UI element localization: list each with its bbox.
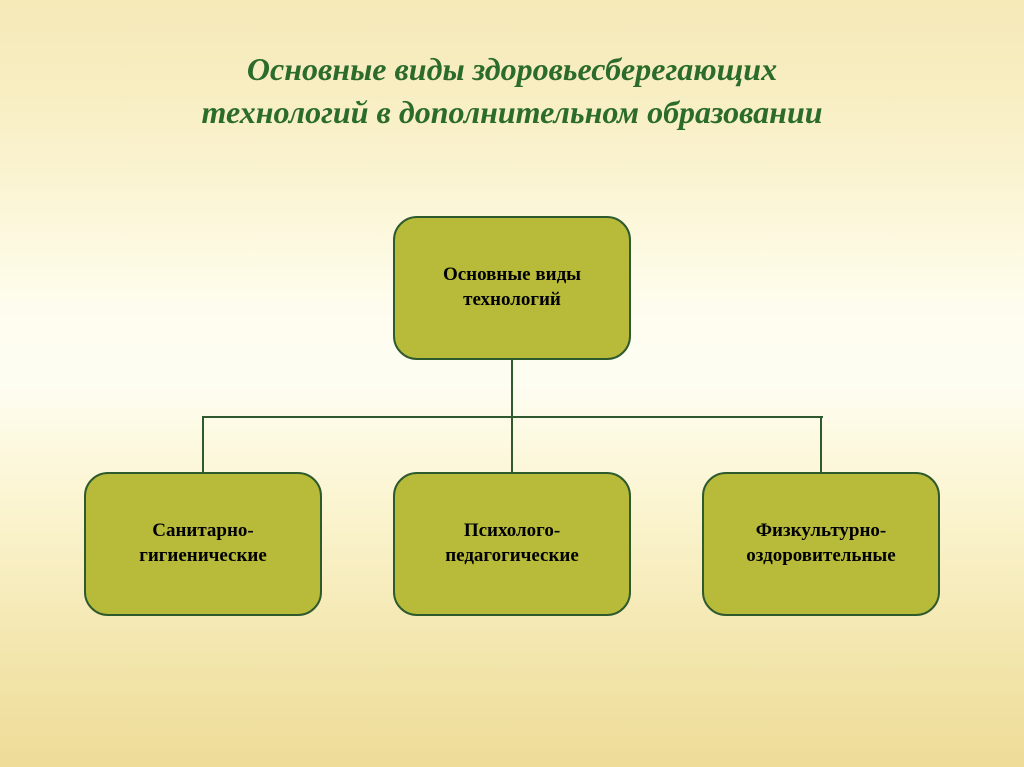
title-line-2: технологий в дополнительном образовании (201, 94, 822, 130)
title-line-1: Основные виды здоровьесберегающих (247, 51, 777, 87)
slide-title: Основные виды здоровьесберегающих технол… (0, 0, 1024, 134)
node-label-line: оздоровительные (746, 545, 895, 566)
node-label-line: Психолого- (464, 520, 560, 541)
node-label-line: Основные виды (443, 264, 581, 285)
connector-vertical (820, 416, 822, 472)
node-label-line: Физкультурно- (756, 520, 887, 541)
child-node-2: Физкультурно-оздоровительные (702, 472, 940, 616)
connector-vertical (511, 360, 513, 416)
node-label-line: технологий (463, 289, 561, 310)
root-node: Основные виды технологий (393, 216, 631, 360)
child-node-1: Психолого-педагогические (393, 472, 631, 616)
node-label-line: гигиенические (139, 545, 267, 566)
connector-horizontal (203, 416, 823, 418)
child-node-0: Санитарно-гигиенические (84, 472, 322, 616)
node-label-line: Санитарно- (152, 520, 254, 541)
connector-vertical (202, 416, 204, 472)
connector-vertical (511, 416, 513, 472)
node-label-line: педагогические (445, 545, 579, 566)
